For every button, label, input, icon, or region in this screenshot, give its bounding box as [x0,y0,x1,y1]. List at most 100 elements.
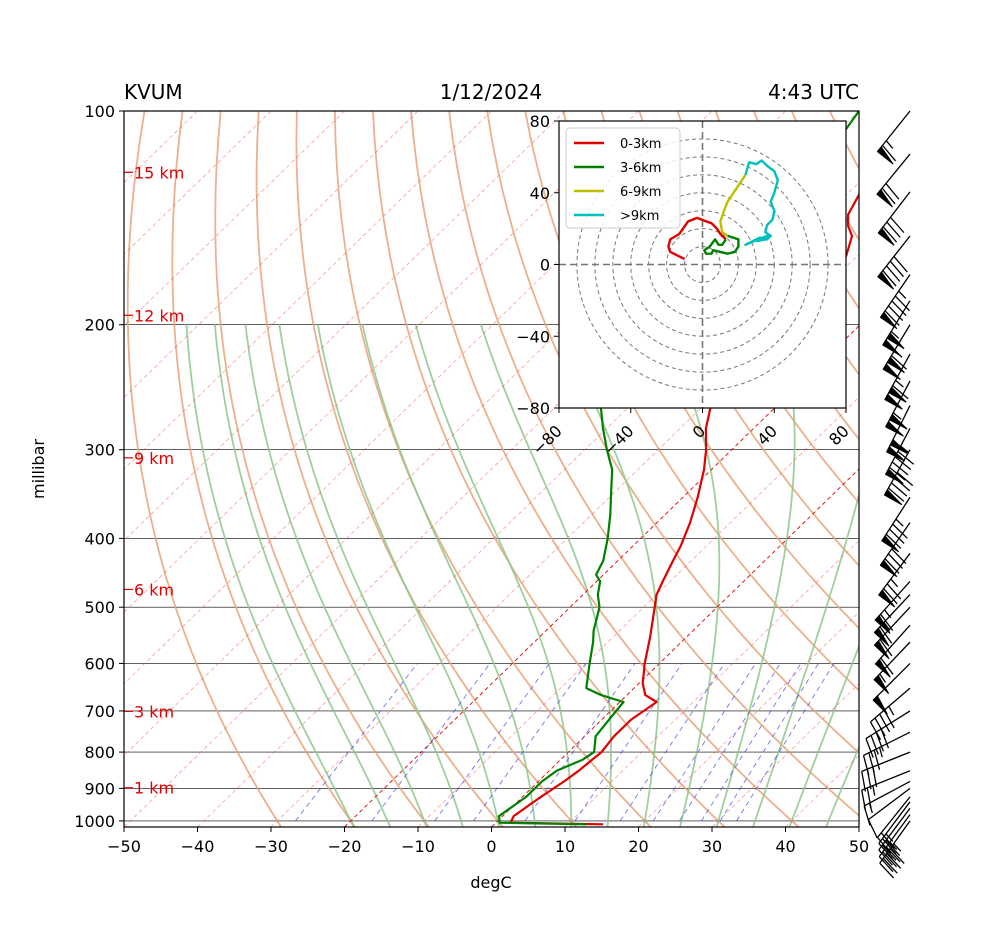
barb-full [867,819,878,839]
hodograph-trace [744,159,779,246]
wind-barb [874,581,911,634]
barb-full [885,846,901,863]
legend-label: 0-3km [620,137,661,152]
barb-full [882,144,897,162]
barb-full [879,713,891,733]
moist-adiabat-line [214,324,392,827]
mixing-ratio-line [652,663,756,822]
barb-half [890,330,900,339]
barb-full [884,310,900,326]
barb-pennant [886,332,905,350]
y-tick-label: 100 [84,102,115,121]
barb-full [897,450,915,465]
wind-barb [873,641,911,694]
barb-full [868,752,875,773]
barb-full [879,862,895,879]
x-axis-label: degC [470,873,511,892]
date-label: 1/12/2024 [440,80,543,104]
barb-staff [874,624,911,665]
barb-full [882,226,898,243]
y-tick-label: 500 [84,598,115,617]
temperature-profile-line [509,156,859,826]
hodo-y-tick-label: −80 [516,399,550,418]
dry-adiabat-line [255,111,504,827]
barb-staff [868,787,911,821]
barb-half [895,379,904,388]
barb-half [872,785,876,796]
barb-half [885,140,894,149]
barb-full [885,533,902,549]
x-tick-label: −30 [254,837,288,856]
x-tick-label: 20 [628,837,648,856]
wind-barb [884,428,915,485]
barb-half [900,445,909,454]
y-tick-label: 900 [84,779,115,798]
isotherm-highlight-line [344,325,859,827]
wind-barb [877,796,911,854]
hodo-y-tick-label: 40 [530,184,550,203]
mixing-ratio-line [679,663,781,822]
barb-full [874,717,886,737]
hodograph-rings [559,121,846,408]
moist-adiabat-line [825,744,859,827]
barb-pennant [878,589,896,608]
barb-pennant [888,386,907,403]
barb-full [862,755,870,776]
x-tick-label: 40 [775,837,795,856]
wind-barb [882,300,911,356]
y-tick-label: 800 [84,743,115,762]
barb-half [892,412,902,420]
wind-barb [873,594,911,647]
wind-barb-column [861,110,915,879]
dry-adiabat-line [410,111,800,827]
barb-pennant [885,420,904,437]
x-tick-label: −40 [181,837,215,856]
dry-adiabat-line [214,111,430,827]
barb-staff [861,770,911,791]
wind-barb [869,687,911,741]
station-label: KVUM [124,80,183,104]
barb-full [888,528,905,544]
barb-full [891,300,907,317]
barb-full [888,487,905,502]
hodograph-trace [667,216,727,261]
dry-adiabat-line [295,111,578,827]
barb-full [885,839,901,856]
isotherm-line [417,396,859,827]
isotherm-line [124,111,492,470]
barb-half [895,518,904,527]
barb-half [884,609,892,619]
barb-full [891,461,909,476]
barb-full [880,657,894,675]
isotherm-line [124,111,272,255]
x-tick-label: −20 [328,837,362,856]
barb-full [889,260,904,278]
barb-full [881,838,897,855]
barb-staff [863,780,911,807]
barb-staff [865,710,911,740]
moist-adiabat-line [715,324,796,827]
barb-full [889,848,905,864]
barb-full [878,842,893,860]
hodograph-traces [667,159,779,261]
barb-full [885,183,900,200]
moist-adiabat-line [561,324,661,827]
wind-barb [878,807,911,866]
isotherm-line [124,111,566,542]
legend-label: 3-6km [620,161,661,176]
wind-barb [874,624,911,678]
barb-full [866,787,872,809]
legend-box [565,127,681,229]
barb-pennant [874,658,891,678]
barb-full [886,221,901,238]
barb-staff [876,153,911,195]
barb-staff [877,191,911,234]
height-labels: 1 km 3 km 6 km 9 km 12 km 15 km [124,163,184,798]
barb-pennant [879,559,898,578]
barb-pennant [876,146,894,165]
barb-staff [878,807,911,851]
hodograph-trace [719,174,747,237]
barb-pennant [882,363,901,381]
barb-staff [877,110,911,153]
